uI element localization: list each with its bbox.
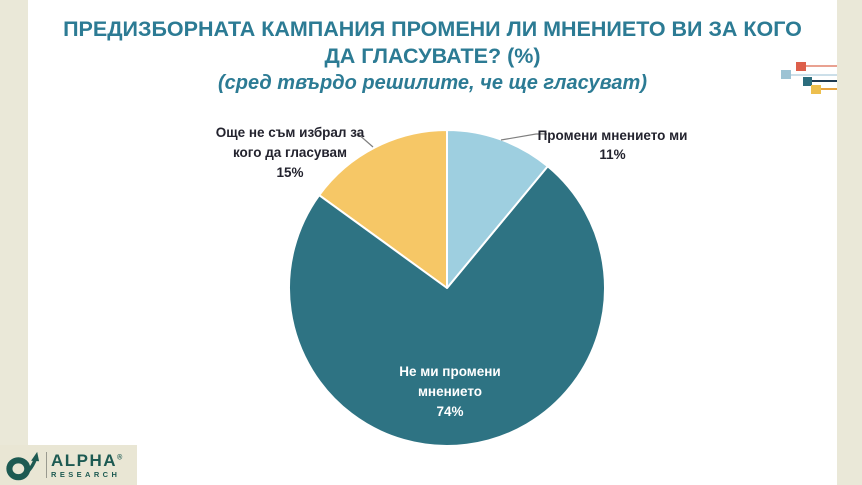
- label-undecided-line2: кого да гласувам: [232, 145, 348, 160]
- pie-slice-1: [446, 129, 549, 289]
- label-changed: Промени мнението ми 11%: [530, 126, 695, 164]
- label-undecided-line1: Още не съм избрал за: [215, 125, 365, 140]
- pie-slice-3: [318, 129, 448, 289]
- deco-navy-line: [812, 80, 837, 82]
- logo-sub: RESEARCH: [51, 469, 121, 479]
- deco-coral-line: [806, 65, 837, 67]
- slide-title-line1: ПРЕДИЗБОРНАТА КАМПАНИЯ ПРОМЕНИ ЛИ МНЕНИЕ…: [63, 17, 802, 41]
- deco-teal-square: [803, 77, 812, 86]
- label-not-changed-line1: Не ми промени: [399, 364, 501, 379]
- slide-subtitle: (сред твърдо решилите, че ще гласуват): [218, 72, 647, 94]
- label-changed-line1: Промени мнението ми: [537, 128, 688, 143]
- right-border-strip: [837, 0, 862, 485]
- title-block: ПРЕДИЗБОРНАТА КАМПАНИЯ ПРОМЕНИ ЛИ МНЕНИЕ…: [28, 16, 837, 96]
- label-undecided: Още не съм избрал за кого да гласувам 15…: [200, 123, 380, 183]
- deco-coral-square: [796, 62, 806, 71]
- logo-brand: ALPHA®: [51, 452, 122, 469]
- pie-slice-2: [288, 165, 606, 447]
- slide-title-line2: ДА ГЛАСУВАТЕ? (%): [324, 44, 541, 68]
- deco-lightblue-line: [791, 74, 837, 76]
- deco-yellow-square: [811, 85, 821, 94]
- logo-brand-text: ALPHA: [51, 450, 118, 470]
- label-undecided-value: 15%: [276, 165, 304, 180]
- label-not-changed-line2: мнението: [417, 384, 483, 399]
- label-changed-value: 11%: [599, 147, 626, 162]
- label-not-changed: Не ми промени мнението 74%: [377, 362, 523, 422]
- logo-divider: [46, 452, 47, 478]
- alpha-research-logo: ALPHA® RESEARCH: [0, 445, 137, 485]
- left-border-strip: [0, 0, 28, 485]
- logo-registered-mark: ®: [117, 454, 123, 462]
- label-not-changed-value: 74%: [436, 404, 464, 419]
- alpha-logo-glyph-icon: [6, 451, 40, 481]
- leader-line-undecided: [356, 132, 374, 148]
- deco-orange-line: [821, 88, 837, 90]
- deco-lightblue-square: [781, 70, 791, 79]
- leader-line-changed: [500, 133, 547, 141]
